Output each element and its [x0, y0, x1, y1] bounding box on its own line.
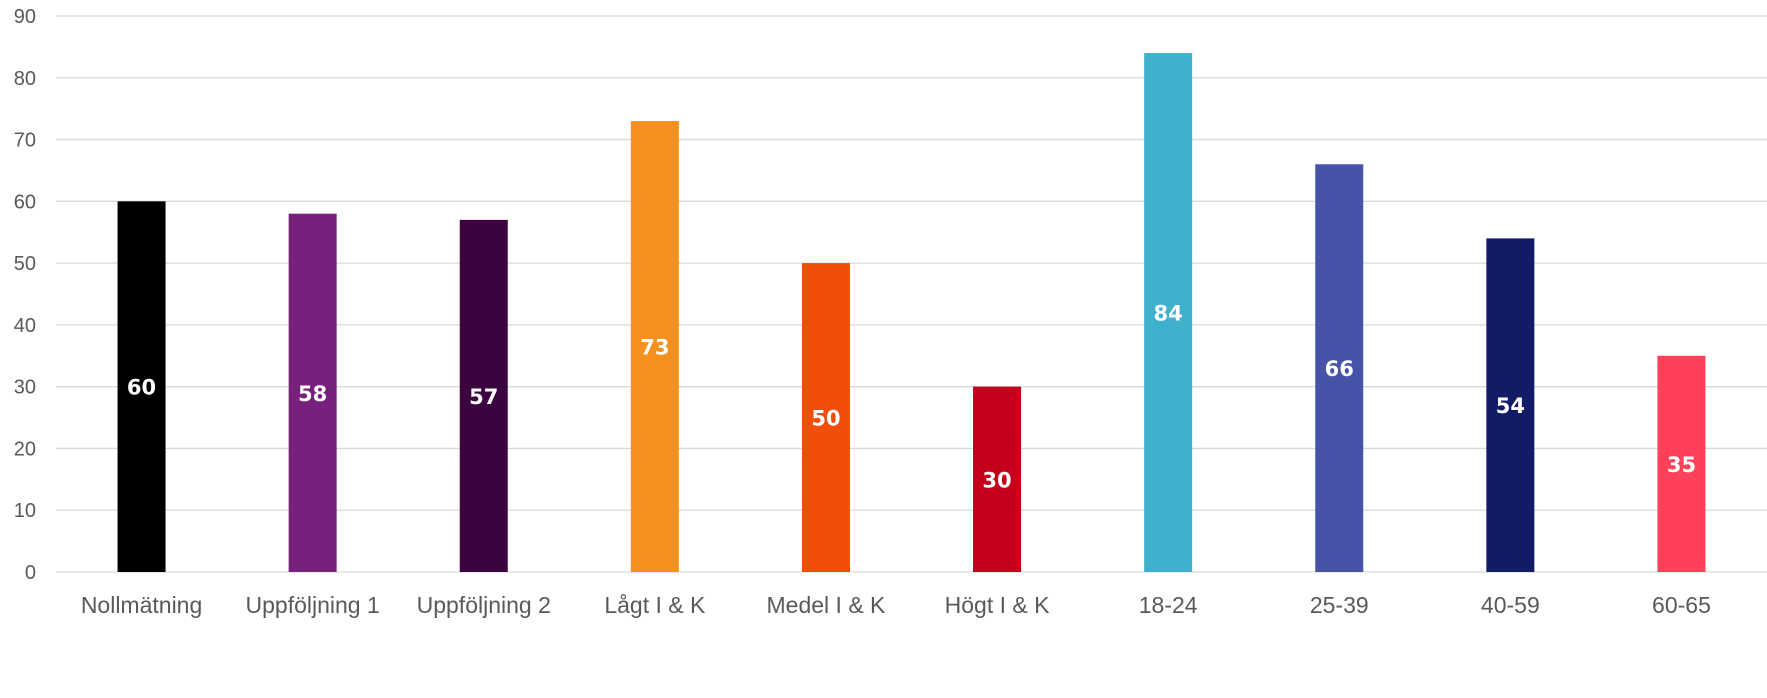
y-axis-tick-labels: 0 10 20 30 40 50 60 70 80 90 [14, 6, 36, 584]
data-label: 58 [298, 382, 327, 406]
bars: 60 58 57 73 50 30 84 66 54 35 [117, 53, 1706, 573]
bar [630, 121, 679, 573]
data-label: 54 [1496, 394, 1525, 418]
y-tick-label: 80 [14, 68, 36, 90]
gridlines [56, 15, 1767, 573]
x-category-label: 40-59 [1481, 592, 1540, 618]
x-category-label: Uppföljning 2 [417, 592, 551, 618]
y-tick-label: 70 [14, 130, 36, 152]
bar [1315, 164, 1364, 572]
x-category-label: Uppföljning 1 [246, 592, 380, 618]
data-label: 35 [1667, 453, 1696, 477]
x-category-label: Lågt I & K [604, 592, 706, 618]
y-tick-label: 60 [14, 191, 36, 213]
data-label: 60 [127, 376, 156, 400]
x-category-label: 25-39 [1310, 592, 1369, 618]
bar [1144, 53, 1193, 573]
bar [459, 219, 508, 572]
bar [1486, 238, 1535, 572]
data-label: 73 [640, 336, 669, 360]
y-tick-label: 20 [14, 438, 36, 460]
data-label: 50 [811, 407, 840, 431]
bar [973, 386, 1022, 572]
y-tick-label: 30 [14, 377, 36, 399]
data-label: 84 [1154, 302, 1183, 326]
x-axis-category-labels: Nollmätning Uppföljning 1 Uppföljning 2 Låg… [81, 592, 1711, 618]
x-category-label: Medel I & K [767, 592, 887, 618]
y-tick-label: 40 [14, 315, 36, 337]
bar [117, 201, 166, 573]
bar [1657, 355, 1706, 572]
x-category-label: 18-24 [1139, 592, 1198, 618]
x-category-label: Högt I & K [945, 592, 1050, 618]
data-label: 66 [1325, 357, 1354, 381]
y-tick-label: 90 [14, 6, 36, 28]
y-tick-label: 10 [14, 500, 36, 522]
y-tick-label: 0 [25, 562, 36, 584]
y-tick-label: 50 [14, 253, 36, 275]
x-category-label: Nollmätning [81, 592, 202, 618]
data-label: 57 [469, 385, 498, 409]
data-label: 30 [982, 468, 1011, 492]
bar [801, 263, 850, 572]
x-category-label: 60-65 [1652, 592, 1711, 618]
bar [288, 213, 337, 572]
